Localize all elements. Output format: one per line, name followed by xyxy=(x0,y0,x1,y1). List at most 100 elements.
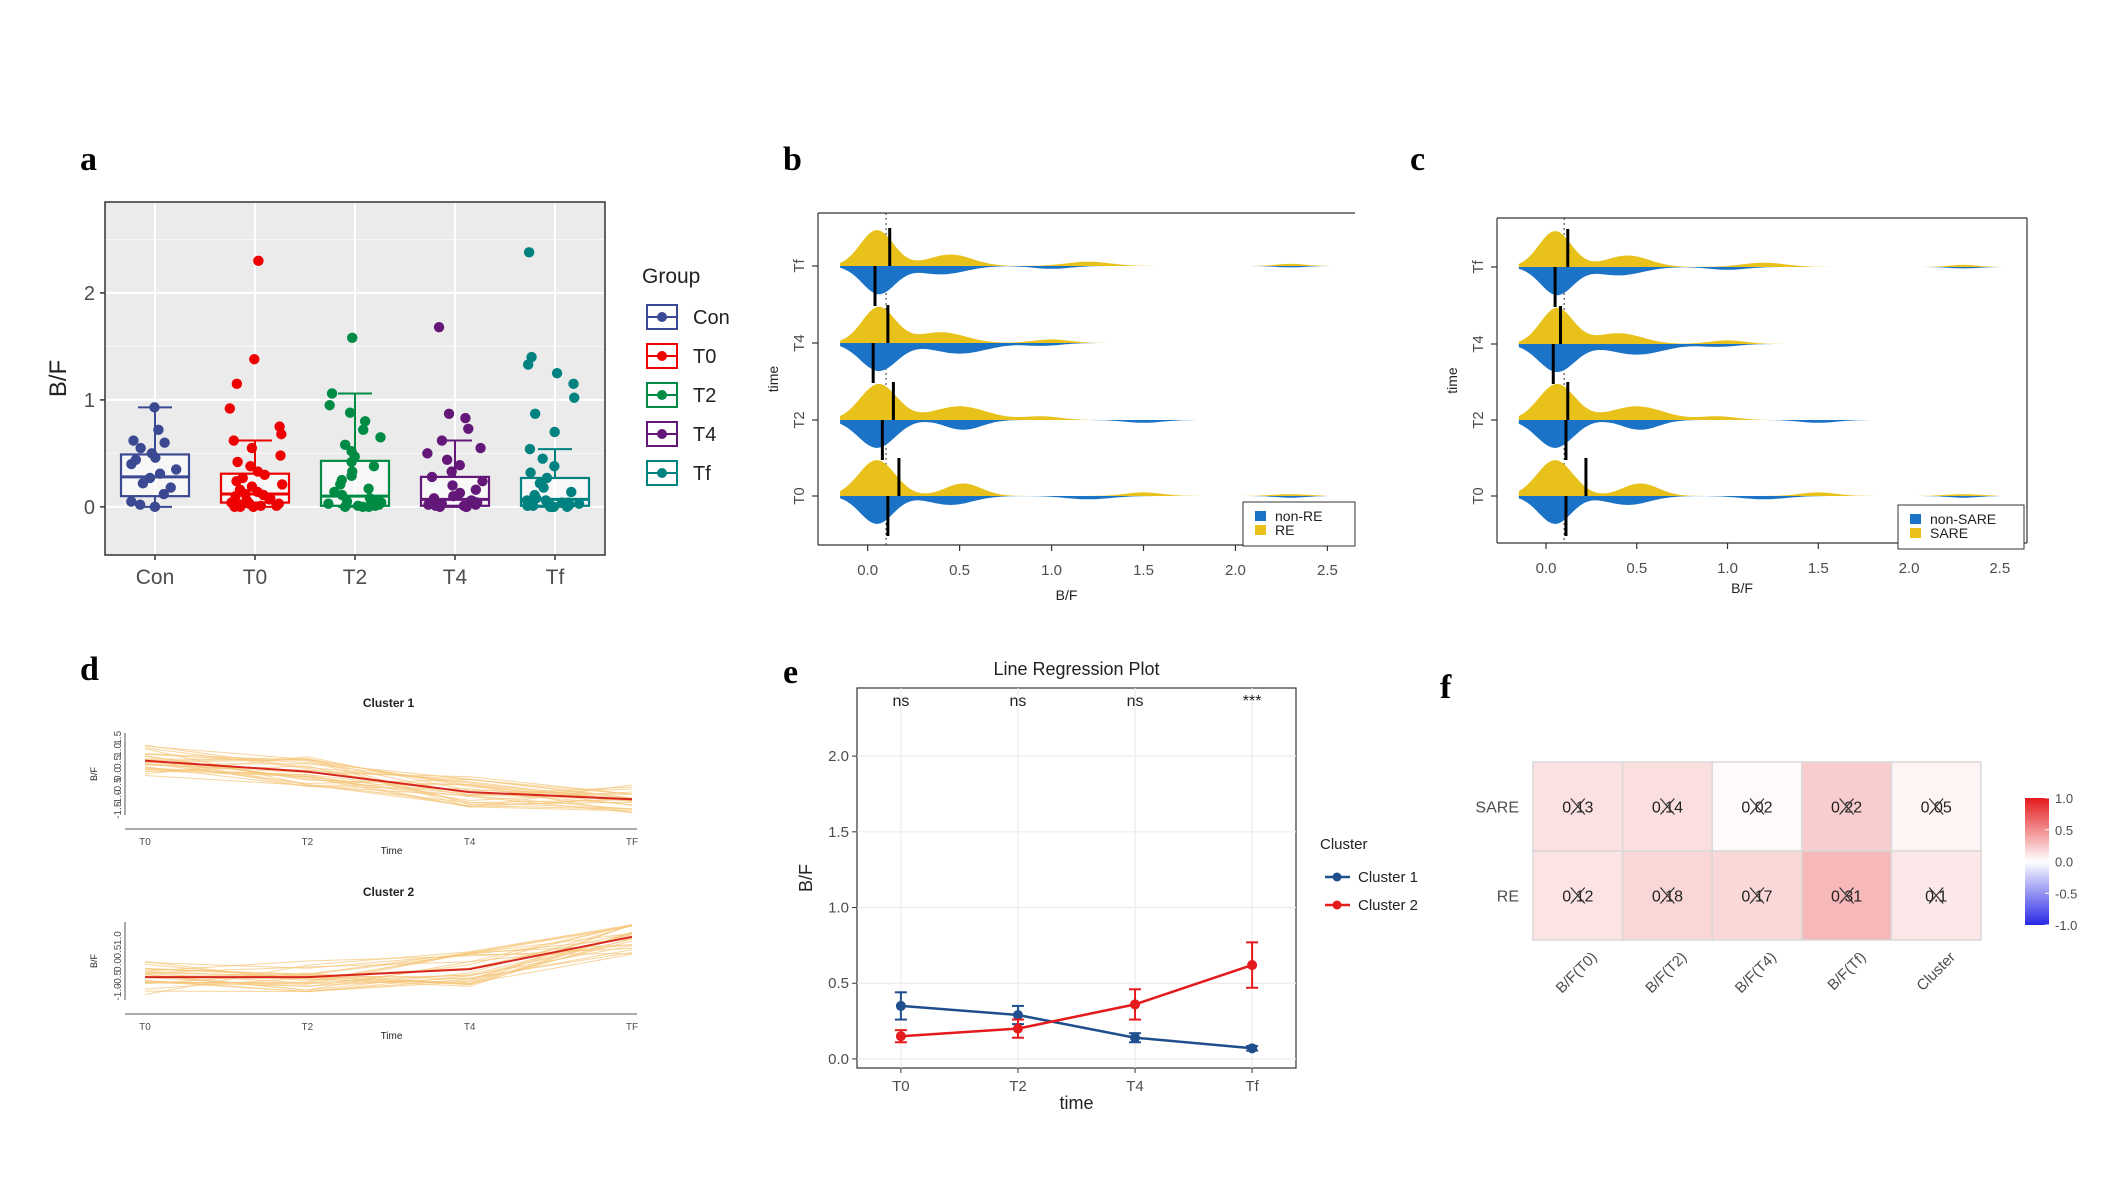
density-lower-half xyxy=(1518,496,2000,524)
nonsignificant-cross xyxy=(1659,887,1675,904)
legend-label: T0 xyxy=(693,346,716,368)
data-point xyxy=(522,359,534,370)
data-point xyxy=(522,500,533,511)
colorbar-tick-label: -0.5 xyxy=(2055,886,2077,901)
nonsignificant-cross xyxy=(1839,887,1855,904)
nonsignificant-cross xyxy=(1749,887,1765,904)
nonsignificant-cross xyxy=(1928,887,1944,904)
data-point xyxy=(458,500,470,511)
panel-letter-b: b xyxy=(783,141,802,178)
data-point xyxy=(463,423,474,434)
member-trajectory xyxy=(144,953,633,984)
member-trajectory xyxy=(144,932,633,985)
data-point xyxy=(368,461,380,472)
data-point xyxy=(324,400,335,411)
member-trajectory xyxy=(144,745,633,800)
column-label: B/F(T0) xyxy=(1553,949,1601,997)
x-tick-label: 1.5 xyxy=(1133,562,1154,579)
data-point xyxy=(255,500,266,511)
y-axis-label: time xyxy=(1444,367,1460,394)
data-point xyxy=(126,496,137,507)
member-trajectory xyxy=(144,759,633,814)
x-tick-label: 1.5 xyxy=(1808,560,1829,577)
data-point xyxy=(431,498,442,509)
data-point xyxy=(158,488,170,500)
x-tick-label: 0.0 xyxy=(1536,560,1557,577)
x-tick-label: Tf xyxy=(546,566,565,589)
cell-value-label: 0.22 xyxy=(1831,800,1862,817)
y-tick-label: 1 xyxy=(84,390,95,412)
data-point xyxy=(454,459,466,471)
data-point xyxy=(253,255,264,267)
member-trajectory xyxy=(144,925,633,984)
y-tick-label: T0 xyxy=(1470,487,1487,505)
panel-e-regression: 0.0 0.5 1.0 1.5 2.0 T0 ns T2 ns T4 ns Tf *** Line Reg… xyxy=(796,659,1418,1113)
data-point xyxy=(346,456,357,468)
cell-value-label: 0.1 xyxy=(1925,889,1947,906)
panel-d-clusters: Cluster 1-1.5-1.0-0.50.00.51.01.5T0 T2 T4 T… xyxy=(89,696,638,1042)
x-tick-label: TF xyxy=(626,837,638,848)
density-lower-half xyxy=(840,343,1218,371)
data-point xyxy=(523,247,535,258)
x-axis-label: Time xyxy=(381,1031,403,1042)
significance-label: *** xyxy=(1243,693,1262,710)
member-trajectory xyxy=(144,953,633,976)
row-label: RE xyxy=(1497,889,1519,906)
x-tick-label: T4 xyxy=(443,566,468,589)
data-point xyxy=(540,495,552,506)
x-tick-label: 0.5 xyxy=(1626,560,1647,577)
y-axis-label: B/F xyxy=(89,767,99,782)
data-point xyxy=(375,432,386,443)
data-point xyxy=(171,464,182,475)
panel-b-density: 0.0 0.5 1.0 1.5 2.0 2.5 B/F time T0 T2 T4 Tf non-RER… xyxy=(765,212,1356,603)
density-lower-half xyxy=(1518,267,2018,296)
legend-key xyxy=(1910,514,1921,524)
data-point xyxy=(477,475,488,487)
legend-key xyxy=(1910,528,1921,538)
cell-value-label: 0.18 xyxy=(1652,889,1683,906)
panel-letter-f: f xyxy=(1440,669,1452,706)
data-point xyxy=(352,500,364,511)
legend-label: T4 xyxy=(693,424,716,446)
data-point xyxy=(433,321,445,333)
x-tick-label: T0 xyxy=(139,1022,151,1033)
data-point xyxy=(448,490,459,502)
x-axis-label: B/F xyxy=(1056,587,1078,603)
data-point xyxy=(475,442,486,454)
data-point xyxy=(1130,999,1141,1010)
y-axis-label: B/F xyxy=(89,954,99,969)
member-trajectory xyxy=(144,938,633,993)
legend-label: Cluster 1 xyxy=(1358,869,1418,886)
x-tick-label: T0 xyxy=(892,1078,910,1095)
data-point xyxy=(573,498,585,509)
density-upper-half xyxy=(1518,384,1873,420)
y-tick-label: Tf xyxy=(1470,260,1487,274)
data-point xyxy=(549,426,560,438)
data-point xyxy=(165,482,176,493)
panel-letter-c: c xyxy=(1410,141,1425,178)
legend-key-point xyxy=(657,390,667,400)
legend-title: Cluster xyxy=(1320,836,1368,853)
data-point xyxy=(323,498,334,509)
density-lower-half xyxy=(1518,420,1873,448)
y-tick-label: 0.5 xyxy=(113,755,124,769)
y-tick-label: 0.0 xyxy=(113,958,124,972)
data-point xyxy=(249,354,260,365)
legend-key-point xyxy=(657,468,667,478)
y-tick-label: Tf xyxy=(791,259,808,273)
significance-label: ns xyxy=(1127,693,1144,710)
x-tick-label: 2.5 xyxy=(1989,560,2010,577)
cluster-mean-line xyxy=(144,759,633,801)
plot-area xyxy=(856,687,1297,1069)
x-tick-label: T0 xyxy=(139,837,151,848)
heatmap-cell xyxy=(1801,761,1893,852)
legend-label: T2 xyxy=(693,385,716,407)
x-tick-label: 2.5 xyxy=(1317,562,1338,579)
column-label: B/F(Tf) xyxy=(1824,949,1869,994)
x-tick-label: 0.5 xyxy=(949,562,970,579)
data-point xyxy=(134,499,146,510)
subplot-title: Cluster 1 xyxy=(363,696,415,710)
legend-key-point xyxy=(657,351,667,361)
data-point xyxy=(128,435,139,446)
nonsignificant-cross xyxy=(1570,798,1586,815)
